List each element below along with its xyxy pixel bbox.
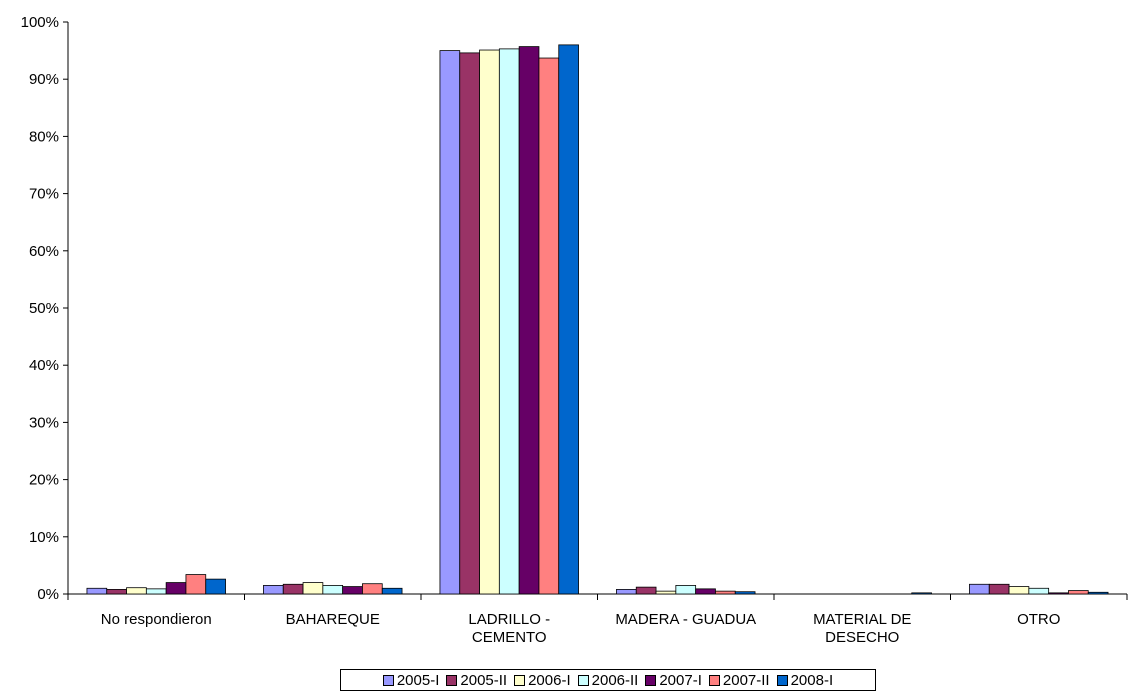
bar (518, 46, 540, 595)
bar (675, 585, 697, 595)
bar (715, 590, 736, 595)
bar (439, 50, 461, 595)
legend-label: 2005-II (460, 671, 508, 689)
bar (1008, 586, 1030, 595)
bar (969, 583, 990, 595)
x-tick-label: LADRILLO -CEMENTO (468, 611, 550, 646)
chart-legend: 2005-I 2005-II 2006-I 2006-II 2007-I 2007-II 2… (340, 669, 876, 691)
x-tick-label: MADERA - GUADUA (615, 611, 756, 628)
legend-swatch (708, 674, 720, 686)
bar (322, 585, 344, 595)
bar (1087, 591, 1109, 595)
y-tick-label: 50% (29, 300, 59, 317)
y-tick-label: 40% (29, 357, 59, 374)
bar (145, 588, 167, 595)
bar (911, 592, 932, 595)
bar (655, 590, 677, 595)
x-tick-label: OTRO (1017, 611, 1060, 628)
legend-label: 2007-I (659, 671, 702, 689)
bar (302, 582, 324, 595)
bar (498, 48, 520, 595)
bar (1028, 587, 1050, 595)
bar (616, 589, 637, 595)
bar (734, 591, 756, 595)
legend-label: 2008-I (790, 671, 834, 689)
legend-swatch (514, 674, 526, 686)
bar (459, 52, 480, 595)
y-tick-label: 90% (29, 71, 59, 88)
bar (282, 583, 304, 595)
legend-item: 2006-I (514, 672, 571, 689)
bar (342, 586, 363, 595)
legend-item: 2006-II (577, 671, 639, 689)
bar (362, 583, 383, 595)
x-tick-label: BAHAREQUE (286, 611, 380, 628)
legend-item: 2007-II (708, 671, 770, 689)
bar (185, 574, 207, 595)
legend-label: 2007-II (722, 671, 770, 689)
bar (558, 44, 579, 595)
bar (538, 57, 560, 595)
bar (479, 49, 500, 595)
legend-item: 2005-I (382, 671, 440, 689)
y-tick-label: 100% (21, 14, 59, 31)
legend-swatch (776, 674, 788, 686)
x-tick-label: MATERIAL DE DESECHO (813, 611, 911, 646)
bar (988, 583, 1010, 595)
y-tick-label: 20% (29, 472, 59, 489)
legend-swatch (645, 674, 657, 686)
y-tick-label: 80% (29, 128, 59, 145)
x-tick-label: No respondieron (101, 611, 212, 628)
bar (1068, 590, 1089, 595)
bar (381, 587, 403, 595)
legend-item: 2008-I (776, 671, 834, 689)
y-tick-label: 10% (29, 529, 59, 546)
legend-item: 2005-II (446, 672, 507, 689)
bar (1048, 592, 1069, 595)
y-tick-label: 70% (29, 186, 59, 203)
y-tick-label: 0% (37, 586, 59, 603)
bar (263, 585, 284, 595)
legend-label: 2005-I (396, 671, 440, 689)
legend-swatch (446, 674, 458, 686)
bar (106, 589, 127, 595)
bar (635, 586, 657, 595)
y-tick-label: 60% (29, 243, 59, 260)
y-tick-label: 30% (29, 414, 59, 431)
bar (86, 587, 108, 595)
bar (165, 582, 187, 595)
legend-item: 2007-I (645, 672, 702, 689)
legend-swatch (382, 674, 394, 686)
bar (205, 578, 226, 595)
bar (695, 588, 716, 595)
legend-swatch (577, 674, 589, 686)
legend-label: 2006-II (591, 671, 639, 689)
legend-label: 2006-I (528, 671, 571, 689)
bar (126, 587, 147, 595)
